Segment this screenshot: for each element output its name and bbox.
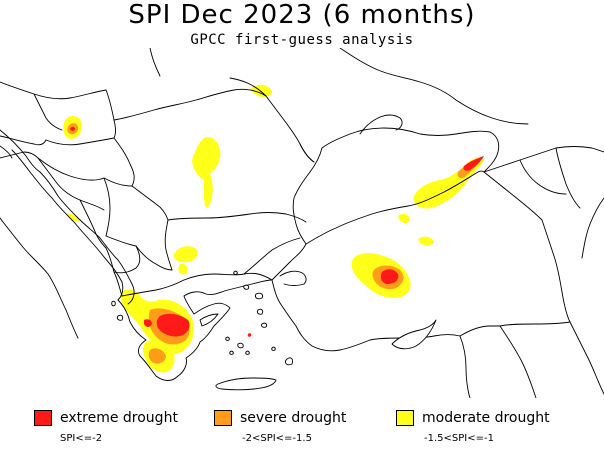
island-kefalonia [116,314,124,321]
island-naxos [237,342,244,349]
legend-range-severe: -2<SPI<=-1.5 [242,433,312,444]
border-turkey-georgia [483,171,543,221]
drought-map [0,48,604,398]
border-greece-macedonia [121,279,185,297]
border-georgia-armenia [519,159,567,195]
border-iraq-iran [569,321,604,395]
island-euboea [199,313,219,327]
island-corfu [111,300,116,307]
border-hungary-serbia [103,177,133,187]
coastline-turkey-south [271,279,461,352]
country-borders [0,48,604,398]
extreme-area-greece-west [144,319,152,327]
border-bulgaria-turkey [243,237,301,275]
island-dodecanese-a [271,346,276,351]
island-cyclades-a [225,336,230,341]
border-kosovo-macedonia [135,245,173,271]
legend-label-extreme: extreme drought [60,410,178,426]
border-ukraine-russia [339,48,529,125]
border-turkey-iraq [499,321,571,327]
island-samos [260,322,268,328]
border-turkey-iran [541,219,571,323]
coastline-dalmatia [11,149,124,301]
island-thasos [233,270,238,275]
island-cyprus [391,319,437,350]
island-cyclades-c [229,350,234,355]
border-romania-moldova [265,95,315,163]
border-bosnia-serbia [103,177,111,237]
moderate-area-serbia-bulgaria-b [178,263,188,275]
coastline-italy [0,217,79,339]
border-moldova-ukraine [229,77,267,97]
border-albania-greece [113,271,123,297]
island-limnos [243,284,250,290]
legend-label-moderate: moderate drought [422,410,550,426]
moderate-area-adriatic [66,213,80,222]
border-hungary-romania [113,137,135,187]
islands [111,270,437,391]
border-slovenia [0,151,39,159]
map-title: SPI Dec 2023 (6 months) [128,0,476,30]
legend-range-extreme: SPI<=-2 [60,433,103,444]
border-bulgaria-romania [167,212,307,223]
border-turkey-syria [459,325,501,337]
extreme-area-greece-central [156,313,190,337]
coastline-black-sea-north [321,127,500,173]
legend-swatch-moderate [396,410,414,426]
legend: extreme drought SPI<=-2 severe drought -… [0,406,604,453]
island-cyclades-b [245,350,250,355]
border-poland-czech [0,81,107,100]
border-moldova-south [299,143,315,163]
border-italy-slovenia [0,145,13,159]
border-ukraine-belarus [149,48,161,77]
extreme-drought-areas [70,126,484,384]
moderate-area-turkey-north [398,213,410,224]
border-syria-iraq [499,325,537,398]
coastline-black-sea-west [271,147,323,281]
coastline-turkey-north [305,170,485,245]
border-slovakia-hungary [45,137,115,146]
border-croatia-bosnia [37,157,105,211]
coastline-crimea [359,114,403,135]
coastline-marmara [279,270,307,286]
border-ukraine-romania [113,88,267,121]
island-lesbos [255,292,263,300]
border-albania-macedonia [113,245,141,274]
extreme-area-aegean-island [247,333,252,337]
border-greece-bulgaria [183,272,273,281]
border-serbia-bulgaria [164,219,173,271]
extreme-area-slovakia [70,126,75,131]
border-austria-hungary [0,135,47,146]
border-hungary-croatia [37,157,105,181]
border-serbia-kosovo [105,235,137,247]
border-montenegro-albania [105,247,115,273]
moderate-area-turkey-north-b [418,236,434,246]
legend-label-severe: severe drought [240,410,347,426]
island-rhodes [285,357,293,366]
legend-swatch-extreme [34,410,52,426]
island-chios [256,308,264,315]
map-subtitle: GPCC first-guess analysis [190,32,414,48]
severe-area-peloponnese [148,348,166,364]
border-czech-slovakia [33,93,63,131]
legend-swatch-severe [214,410,232,426]
border-serbia-romania [131,185,169,221]
coastline-adriatic [0,129,135,305]
border-slovakia-ukraine [105,89,116,139]
coastline-caspian [581,197,604,259]
extreme-area-turkey-northeast [463,156,484,171]
coastline-greece-north [183,279,273,297]
moderate-area-serbia-bulgaria [173,246,198,263]
coastline-levant [459,335,471,398]
moderate-area-romania-central [192,136,221,208]
border-russia-georgia [483,146,604,173]
legend-range-moderate: -1.5<SPI<=-1 [424,433,494,444]
extreme-area-turkey-central [380,269,399,284]
coastline-greece-west [117,295,231,381]
border-bosnia-montenegro [79,199,107,249]
border-armenia-azerbaijan [555,147,581,209]
island-crete [215,377,277,391]
